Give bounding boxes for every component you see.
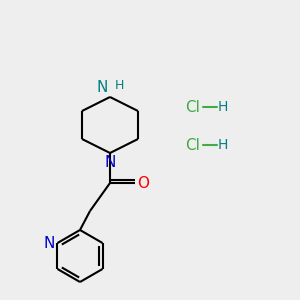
Text: H: H [115,79,124,92]
Text: N: N [43,236,55,250]
Text: N: N [104,155,116,170]
Text: N: N [97,80,108,95]
Text: Cl: Cl [185,137,200,152]
Text: H: H [218,138,228,152]
Text: H: H [218,100,228,114]
Text: O: O [137,176,149,190]
Text: Cl: Cl [185,100,200,115]
